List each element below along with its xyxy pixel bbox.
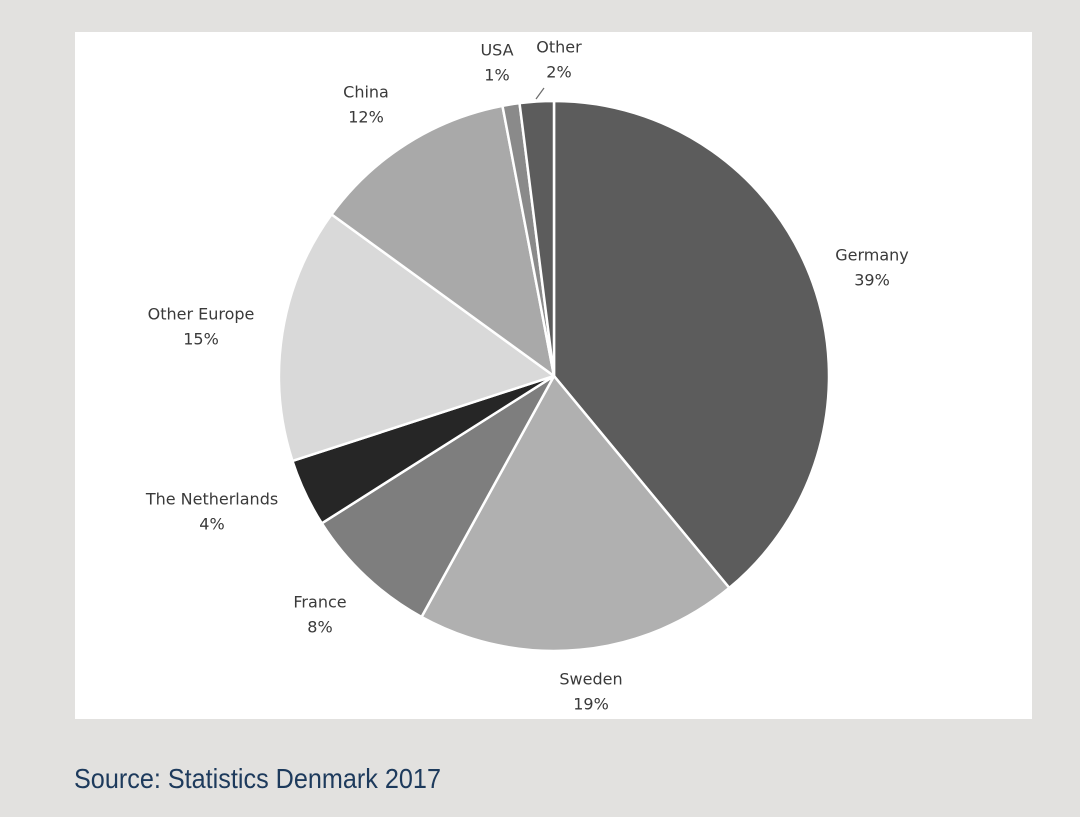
source-note: Source: Statistics Denmark 2017 (74, 763, 441, 794)
slice-germany (552, 99, 831, 590)
slice-value-germany: 39% (854, 271, 890, 290)
slice-label-france: France (293, 593, 346, 612)
slice-france (320, 374, 556, 619)
slice-value-france: 8% (307, 618, 332, 637)
slice-value-other-europe: 15% (183, 330, 219, 349)
slice-labels: Germany 39% Sweden 19% France 8% The Netherlan… (145, 38, 909, 714)
slice-value-other: 2% (546, 63, 571, 82)
slice-other-europe (277, 213, 556, 463)
pie-slices (277, 99, 831, 653)
slice-value-sweden: 19% (573, 695, 609, 714)
slice-label-other: Other (536, 38, 582, 57)
slice-sweden (420, 374, 731, 653)
slice-label-usa: USA (480, 41, 513, 60)
slice-label-other-europe: Other Europe (148, 305, 255, 324)
slice-value-the-netherlands: 4% (199, 515, 224, 534)
slice-label-germany: Germany (835, 246, 909, 265)
slice-other (518, 99, 556, 378)
slice-label-sweden: Sweden (559, 670, 622, 689)
slice-label-the-netherlands: The Netherlands (145, 490, 278, 509)
other-leader-line (535, 87, 545, 100)
slice-label-china: China (343, 83, 389, 102)
slice-value-usa: 1% (484, 66, 509, 85)
slice-value-china: 12% (348, 108, 384, 127)
slice-china (330, 104, 556, 378)
